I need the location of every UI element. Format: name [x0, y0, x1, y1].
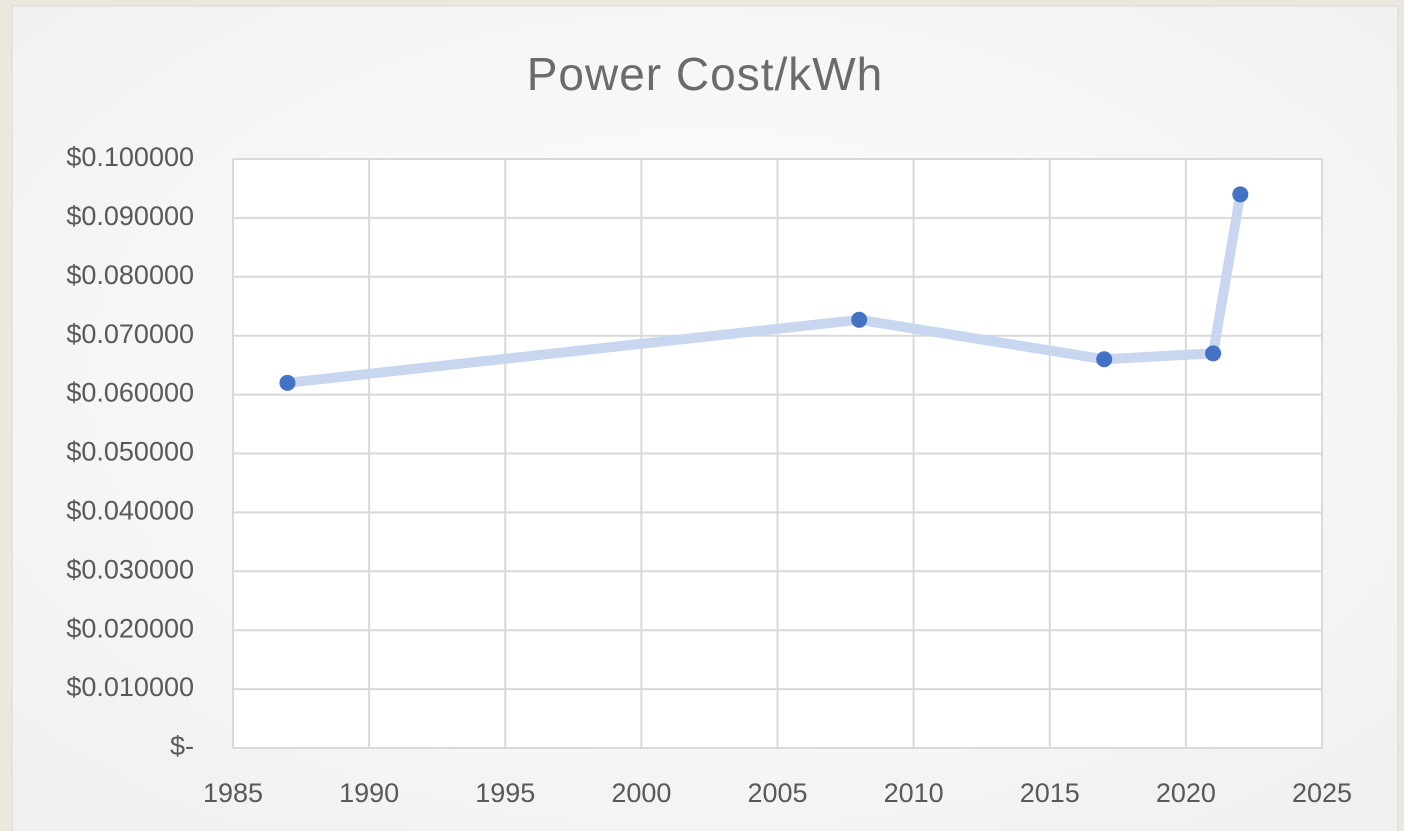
- y-tick-label: $0.080000: [66, 260, 194, 290]
- x-tick-label: 1995: [475, 778, 535, 808]
- y-tick-label: $0.040000: [66, 496, 194, 526]
- x-tick-label: 2020: [1156, 778, 1216, 808]
- y-tick-label: $-: [170, 731, 194, 761]
- y-tick-label: $0.020000: [66, 613, 194, 643]
- data-point: [1205, 345, 1222, 362]
- y-tick-label: $0.050000: [66, 437, 194, 467]
- y-tick-label: $0.010000: [66, 672, 194, 702]
- y-tick-label: $0.060000: [66, 378, 194, 408]
- data-point: [1096, 351, 1113, 368]
- y-tick-label: $0.100000: [66, 142, 194, 172]
- data-point: [279, 374, 296, 391]
- x-tick-label: 1990: [339, 778, 399, 808]
- data-point: [1232, 186, 1249, 203]
- chart-title: Power Cost/kWh: [527, 48, 884, 100]
- data-point: [851, 311, 868, 328]
- x-tick-label: 2025: [1292, 778, 1352, 808]
- x-tick-label: 1985: [203, 778, 263, 808]
- x-tick-label: 2005: [747, 778, 807, 808]
- y-tick-label: $0.070000: [66, 319, 194, 349]
- y-tick-label: $0.030000: [66, 554, 194, 584]
- x-tick-label: 2010: [884, 778, 944, 808]
- x-tick-label: 2000: [611, 778, 671, 808]
- x-tick-label: 2015: [1020, 778, 1080, 808]
- y-tick-label: $0.090000: [66, 201, 194, 231]
